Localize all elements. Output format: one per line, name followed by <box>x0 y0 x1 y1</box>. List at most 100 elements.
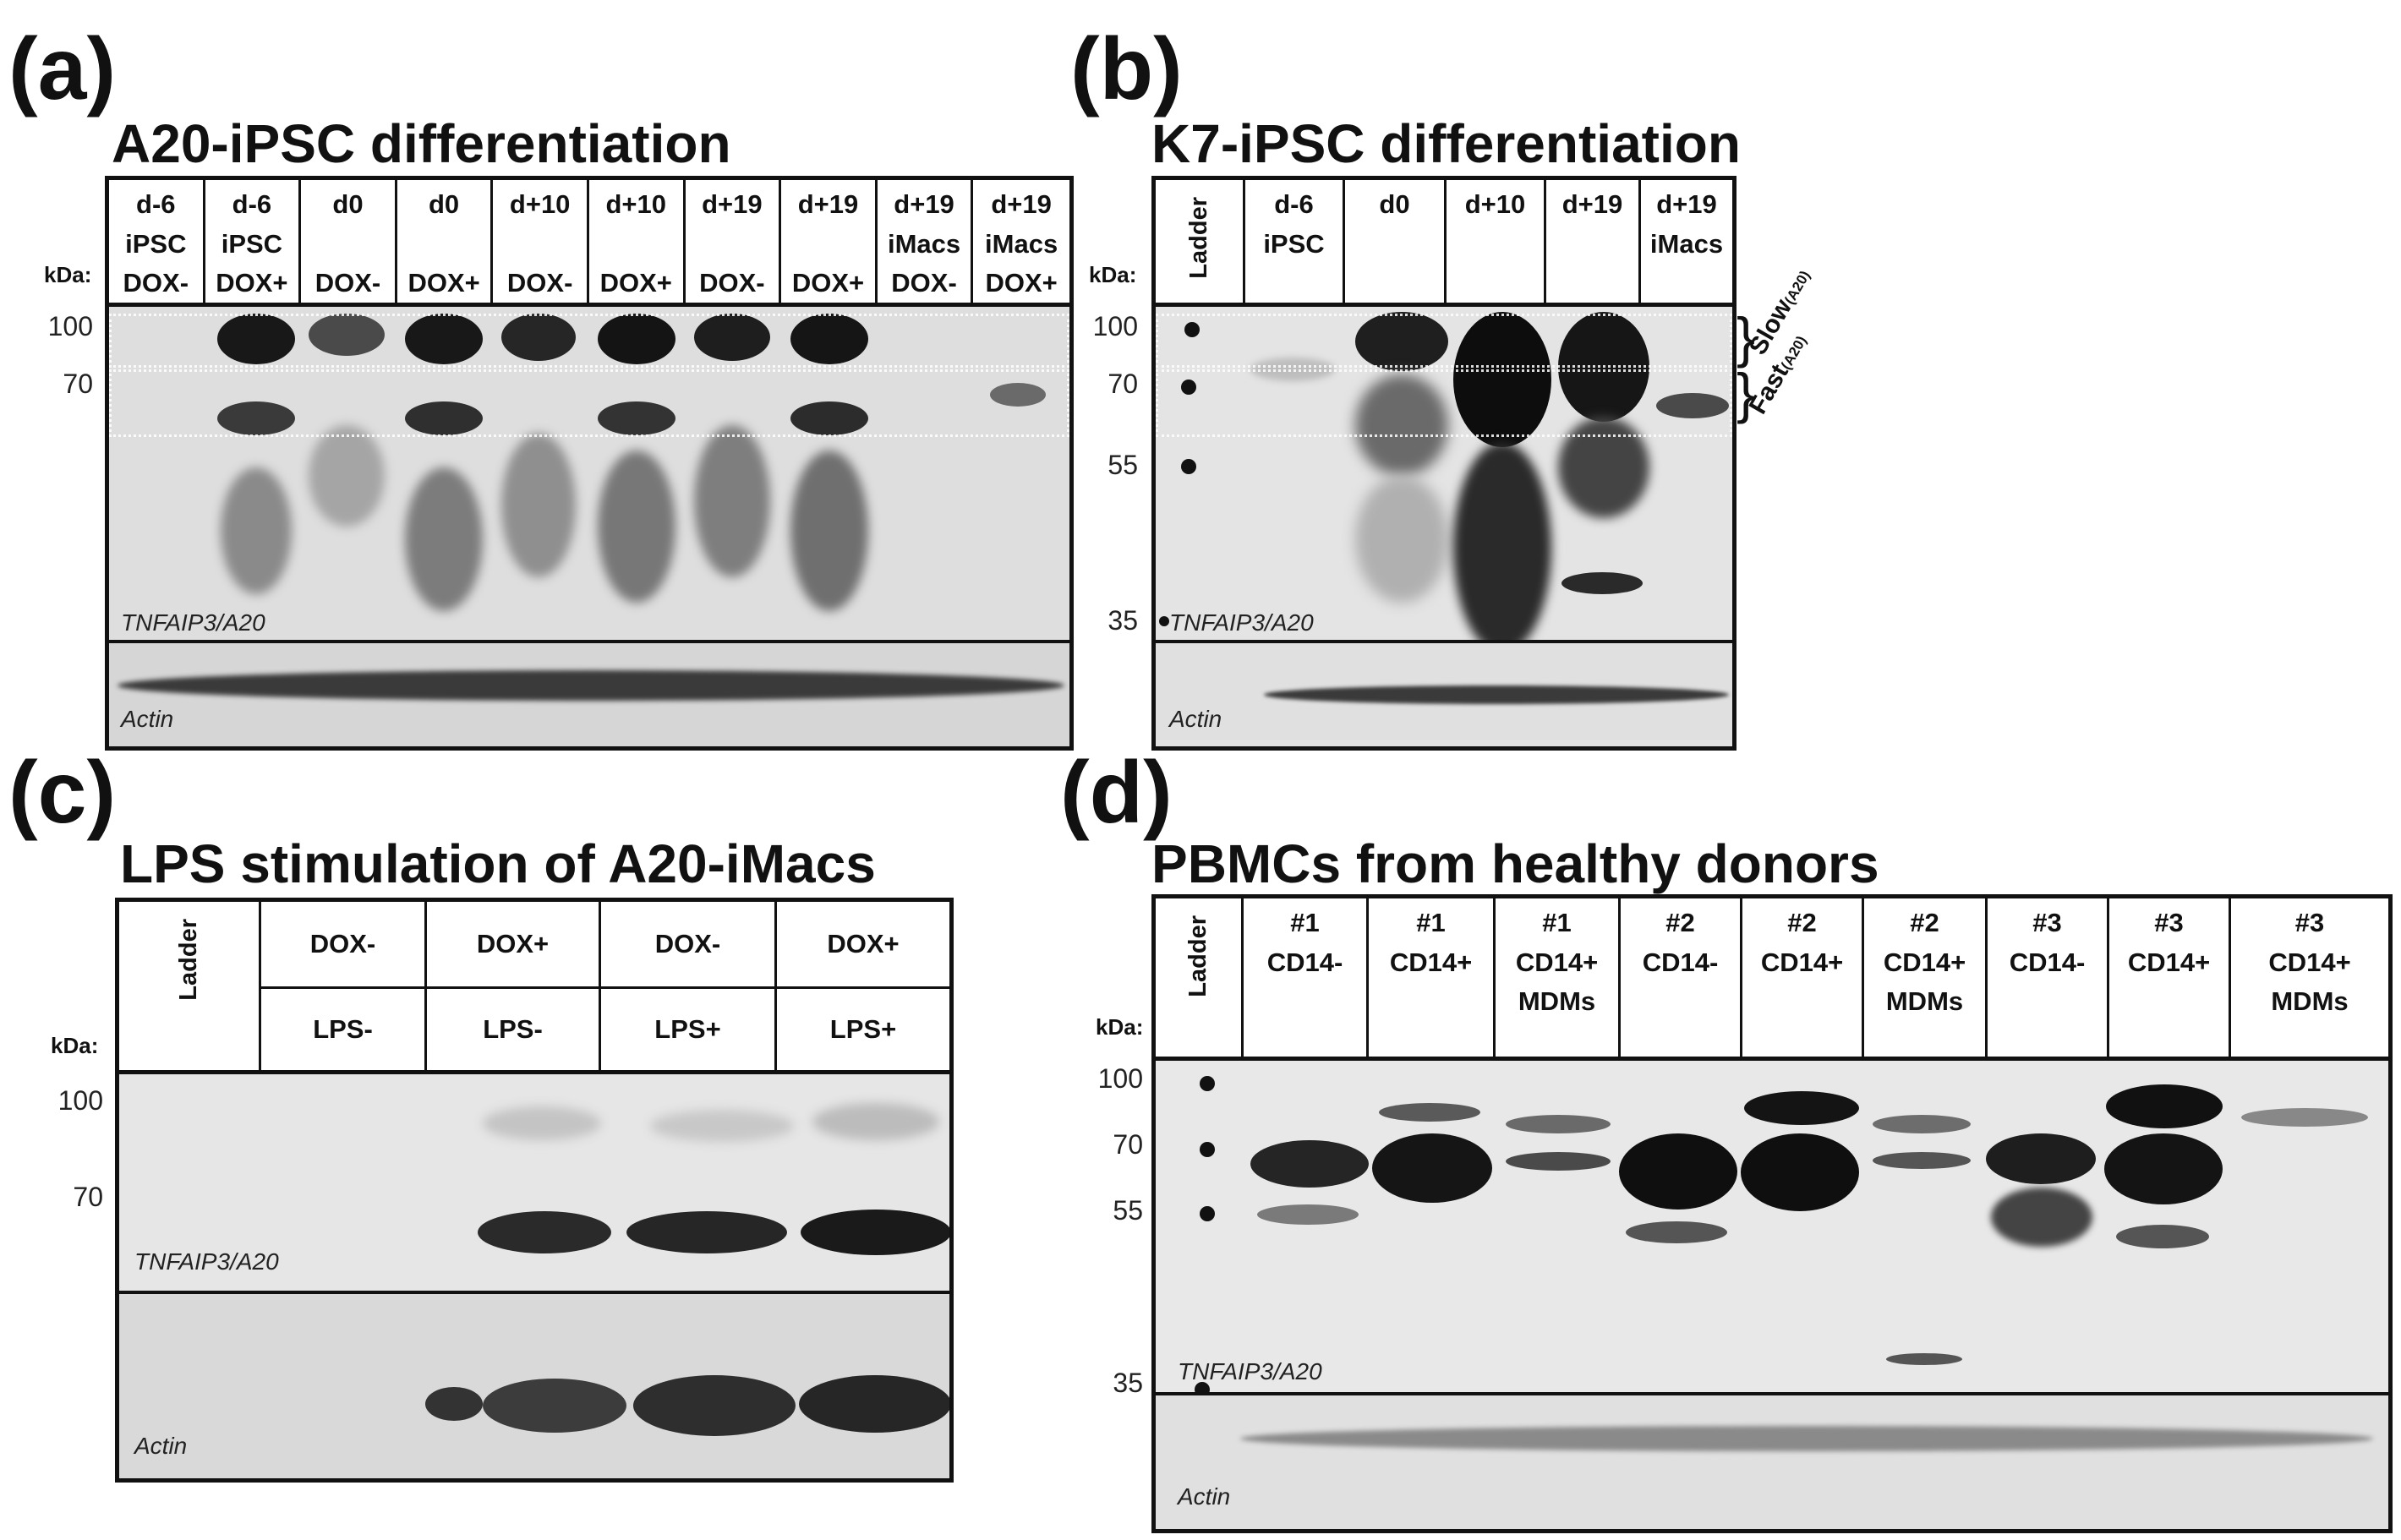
panel-a-marker-70: 70 <box>63 369 93 399</box>
fast-band-box <box>109 369 1069 437</box>
panel-d-actin-membrane: Actin <box>1156 1392 2388 1529</box>
slow-band-box <box>1156 314 1732 368</box>
band <box>650 1110 794 1142</box>
panel-a-letter: (a) <box>8 20 117 118</box>
panel-c-lane-header-3: DOX- LPS+ <box>601 902 777 1070</box>
panel-a-lane-header-1: d-6 iPSC DOX- <box>109 180 205 303</box>
band <box>405 401 483 435</box>
panel-a-marker-100: 100 <box>47 311 93 341</box>
panel-a-lane-header: d-6 iPSC DOX- d-6 iPSC DOX+ d0 DOX- d0 DOX+ d+… <box>109 180 1069 307</box>
panel-a-a20-membrane <box>109 307 1069 652</box>
panel-d-lane-header-1: #1 CD14- <box>1244 898 1369 1057</box>
band <box>790 314 868 364</box>
ladder-dot <box>1181 380 1196 395</box>
band <box>1453 442 1551 653</box>
panel-b-lane-header-5: d+19 iMacs <box>1649 189 1724 259</box>
panel-c-lane-header: Ladder DOX- LPS- DOX+ LPS- DOX- LPS+ DOX… <box>119 902 949 1074</box>
band <box>1873 1152 1971 1169</box>
panel-a-lane-header-4: d0 DOX+ <box>397 180 494 303</box>
band <box>217 314 295 364</box>
panel-a-lane-header-7: d+19 DOX- <box>686 180 782 303</box>
panel-c-ladder-header: Ladder <box>119 902 261 1070</box>
panel-a-loading-label: Actin <box>121 706 174 732</box>
slow-band-box <box>109 314 1069 368</box>
band <box>478 1211 611 1253</box>
panel-d-lane-header: Ladder #1 CD14- #1 CD14+ #1 CD14+ MDMs #2 CD1… <box>1156 898 2388 1061</box>
ladder-dot <box>1159 616 1169 626</box>
panel-a-lane-header-9: d+19 iMacs DOX- <box>878 180 974 303</box>
band <box>1355 476 1448 603</box>
panel-d-loading-label: Actin <box>1178 1483 1231 1510</box>
band <box>1619 1133 1737 1210</box>
panel-c-kda-label: kDa: <box>51 1033 99 1058</box>
panel-d-ladder-header: Ladder <box>1156 898 1244 1057</box>
panel-a-actin-membrane: Actin <box>109 640 1069 746</box>
band <box>990 383 1046 407</box>
band <box>1355 374 1448 476</box>
panel-d-blot: Ladder #1 CD14- #1 CD14+ #1 CD14+ MDMs #2 CD1… <box>1151 894 2393 1533</box>
ladder-dot <box>1200 1206 1215 1221</box>
band <box>694 425 770 577</box>
panel-d-a20-membrane <box>1156 1061 2388 1404</box>
panel-b-marker-35: 35 <box>1108 605 1138 636</box>
panel-d-lane-header-2: #1 CD14+ <box>1369 898 1496 1057</box>
band <box>1372 1133 1492 1203</box>
panel-d-lane-header-4: #2 CD14- <box>1621 898 1742 1057</box>
panel-b-lane-header-3: d+10 <box>1447 180 1546 303</box>
panel-b-kda-label: kDa: <box>1089 262 1137 287</box>
band <box>598 401 675 435</box>
panel-c-marker-100: 100 <box>57 1085 103 1116</box>
band <box>1506 1152 1611 1171</box>
band <box>626 1211 787 1253</box>
band <box>1240 1426 2373 1451</box>
panel-d-marker-35: 35 <box>1113 1368 1143 1398</box>
band <box>801 1210 949 1255</box>
fast-brace: } <box>1736 362 1756 424</box>
band <box>1558 417 1649 518</box>
band <box>1986 1133 2096 1184</box>
band <box>483 1106 601 1140</box>
panel-c-lane-header-1: DOX- LPS- <box>261 902 427 1070</box>
band <box>812 1103 939 1140</box>
panel-c-letter: (c) <box>8 744 117 842</box>
panel-d-lane-header-5: #2 CD14+ <box>1742 898 1864 1057</box>
band <box>405 467 483 611</box>
band <box>1561 572 1643 594</box>
panel-b-protein-label: TNFAIP3/A20 <box>1169 609 1314 636</box>
band <box>1991 1188 2092 1247</box>
ladder-dot <box>1200 1142 1215 1157</box>
band <box>405 314 483 364</box>
band <box>501 434 576 577</box>
panel-a-protein-label: TNFAIP3/A20 <box>121 609 265 636</box>
band <box>309 314 385 356</box>
panel-d-marker-55: 55 <box>1113 1195 1143 1226</box>
panel-b-marker-100: 100 <box>1092 311 1138 341</box>
band <box>1873 1115 1971 1133</box>
panel-c-title: LPS stimulation of A20-iMacs <box>120 833 876 894</box>
band <box>2116 1225 2209 1248</box>
panel-b-lane-header-2: d0 <box>1345 180 1447 303</box>
band <box>694 314 770 361</box>
panel-b-lane-header: Ladder d-6 iPSC d0 d+10 d+19 d+19 iMacs <box>1156 180 1732 307</box>
panel-d-kda-label: kDa: <box>1096 1014 1144 1040</box>
panel-a-lane-header-8: d+19 DOX+ <box>781 180 878 303</box>
band <box>118 670 1064 701</box>
band <box>2106 1084 2223 1128</box>
panel-c-marker-70: 70 <box>73 1182 103 1212</box>
panel-a-lane-header-10: d+19 iMacs DOX+ <box>985 189 1058 298</box>
panel-c-actin-membrane: Actin <box>119 1291 949 1478</box>
panel-a-blot: d-6 iPSC DOX- d-6 iPSC DOX+ d0 DOX- d0 DOX+ d+… <box>105 176 1074 751</box>
panel-b-marker-70: 70 <box>1108 369 1138 399</box>
band <box>1379 1103 1480 1122</box>
panel-d-lane-header-8: #3 CD14+ <box>2109 898 2231 1057</box>
fast-band-box <box>1156 369 1732 437</box>
panel-d-lane-header-3: #1 CD14+ MDMs <box>1496 898 1621 1057</box>
band <box>790 401 868 435</box>
band <box>1257 1204 1359 1225</box>
panel-a-title: A20-iPSC differentiation <box>112 113 731 174</box>
panel-c-protein-label: TNFAIP3/A20 <box>134 1248 279 1275</box>
band <box>501 314 576 361</box>
panel-d-marker-70: 70 <box>1113 1129 1143 1160</box>
band <box>1506 1115 1611 1133</box>
band <box>425 1387 483 1421</box>
